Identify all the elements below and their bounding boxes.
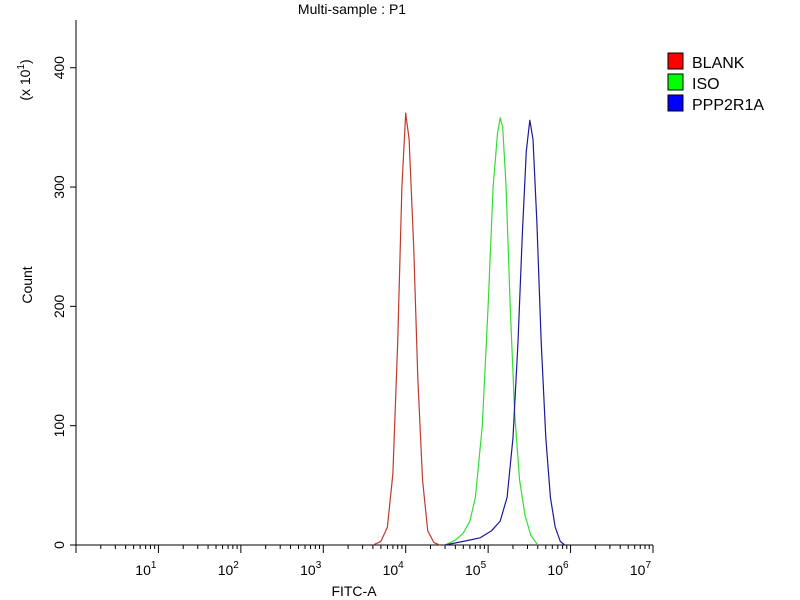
x-tick-label: 107 [630, 560, 652, 578]
plot-frame [75, 20, 653, 546]
legend-label-blank: BLANK [692, 55, 745, 72]
x-tick-exponent: 3 [316, 560, 322, 571]
x-tick-base: 10 [135, 562, 151, 578]
x-tick-base: 10 [547, 562, 563, 578]
x-tick-exponent: 2 [233, 560, 239, 571]
x-tick-base: 10 [630, 562, 646, 578]
y-multiplier-exponent: 1 [16, 64, 27, 70]
x-tick-exponent: 4 [398, 560, 404, 571]
histogram-series [372, 112, 566, 546]
legend-label-ppp2r1a: PPP2R1A [692, 97, 764, 114]
x-tick-label: 101 [135, 560, 157, 578]
y-tick-label: 0 [51, 541, 67, 549]
x-tick-label: 103 [300, 560, 322, 578]
legend: BLANK ISO PPP2R1A [667, 52, 764, 114]
y-axis-ticks: 0 100 200 300 400 [51, 56, 76, 549]
chart-title: Multi-sample : P1 [298, 1, 406, 17]
y-axis-label: Count [19, 266, 35, 303]
x-tick-label: 102 [218, 560, 240, 578]
x-tick-exponent: 1 [151, 560, 157, 571]
x-tick-label: 106 [547, 560, 569, 578]
y-multiplier-close: ) [17, 59, 33, 64]
y-tick-label: 300 [51, 175, 67, 199]
x-axis-ticks: 101 102 103 104 105 106 107 [75, 545, 654, 578]
x-tick-label: 105 [465, 560, 487, 578]
y-tick-label: 200 [51, 294, 67, 318]
x-tick-exponent: 6 [563, 560, 569, 571]
y-axis-multiplier: (x 101) [16, 59, 33, 100]
legend-label-iso: ISO [692, 76, 720, 93]
x-tick-base: 10 [300, 562, 316, 578]
x-tick-base: 10 [465, 562, 481, 578]
y-tick-label: 100 [51, 414, 67, 438]
x-tick-base: 10 [218, 562, 234, 578]
x-tick-exponent: 5 [481, 560, 487, 571]
x-tick-base: 10 [383, 562, 399, 578]
legend-swatch-blank [667, 52, 684, 70]
legend-swatch-iso [667, 73, 684, 91]
y-tick-label: 400 [51, 56, 67, 80]
x-tick-exponent: 7 [645, 560, 651, 571]
y-multiplier-base: (x 10 [17, 69, 33, 100]
legend-swatch-ppp2r1a [667, 94, 684, 112]
x-axis-label: FITC-A [331, 583, 377, 599]
series-line-blank [372, 112, 441, 546]
x-tick-label: 104 [383, 560, 405, 578]
series-line-ppp2r1a [444, 119, 566, 546]
series-line-iso [444, 117, 539, 546]
